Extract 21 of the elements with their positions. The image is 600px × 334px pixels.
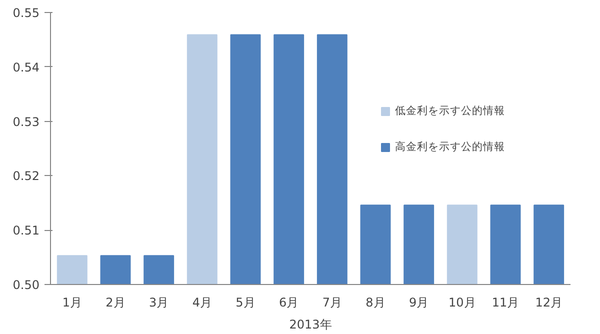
x-axis-title: 2013年 (289, 318, 332, 332)
y-tick-label: 0.53 (12, 114, 40, 129)
y-tick-label: 0.51 (12, 224, 40, 238)
y-tick-label: 0.50 (12, 278, 40, 292)
x-tick-label: 3月 (149, 296, 169, 310)
y-tick-label: 0.55 (12, 6, 40, 20)
x-tick-label: 4月 (192, 296, 212, 310)
y-tick-label: 0.54 (12, 60, 40, 74)
legend-label: 低金利を示す公的情報 (395, 104, 505, 118)
x-tick-label: 5月 (236, 296, 256, 310)
x-tick-label: 6月 (279, 296, 299, 310)
x-tick-label: 9月 (409, 296, 429, 310)
x-tick-label: 2月 (106, 296, 126, 310)
x-tick-label: 10月 (448, 296, 476, 310)
x-tick-label: 7月 (322, 296, 342, 310)
x-tick-label: 11月 (492, 296, 520, 310)
legend-label: 高金利を示す公的情報 (395, 140, 505, 154)
x-tick-label: 1月 (62, 296, 82, 310)
y-tick-label: 0.52 (12, 169, 40, 184)
x-tick-label: 12月 (535, 296, 562, 310)
x-tick-label: 8月 (366, 296, 386, 310)
